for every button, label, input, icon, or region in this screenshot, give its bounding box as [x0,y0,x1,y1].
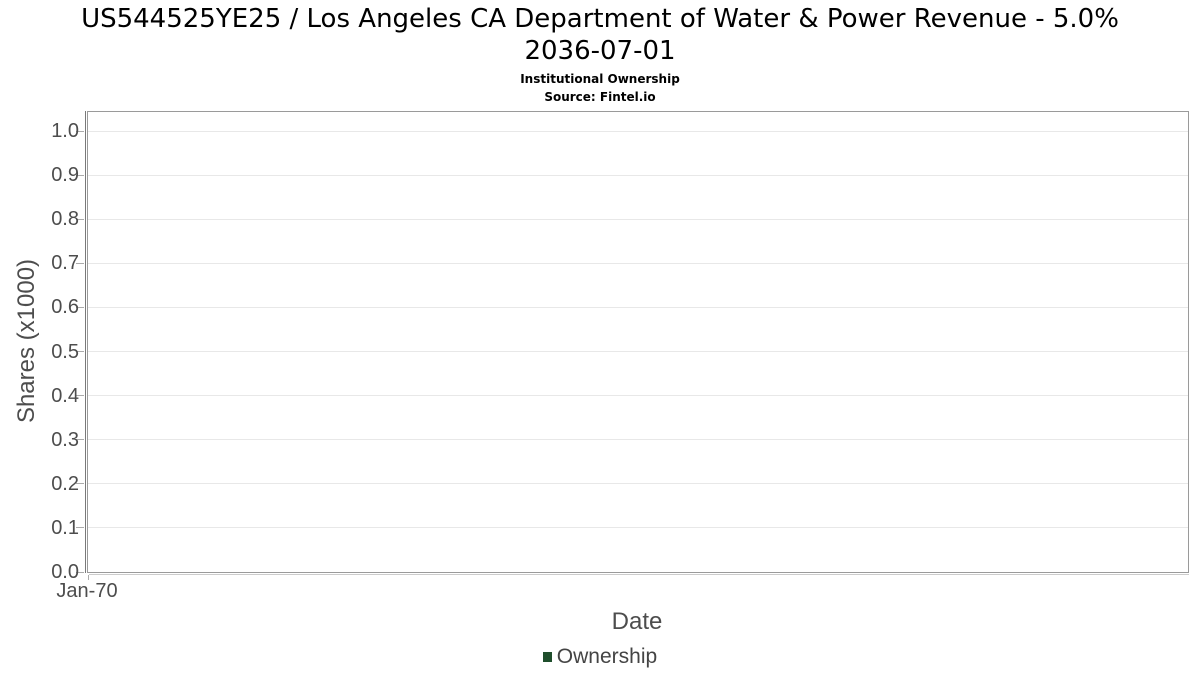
y-tick-0.2 [76,483,84,485]
y-tick-label-0.8: 0.8 [51,208,79,231]
chart-title-line-2: 2036-07-01 [524,36,676,66]
y-tick-0.9 [76,174,84,176]
gridline-y-0.6 [88,306,1188,308]
x-axis-title: Date [611,608,663,635]
y-tick-0.3 [76,439,84,441]
gridline-y-0.4 [88,395,1188,397]
y-tick-label-0.0: 0.0 [51,561,79,583]
chart-source: Source: Fintel.io [544,90,656,104]
y-tick-label-0.9: 0.9 [51,164,79,187]
legend-entry-ownership: Ownership [542,644,658,670]
x-axis-shadow-line [89,574,1189,575]
legend-swatch-icon [542,652,552,662]
y-tick-label-0.3: 0.3 [51,428,79,451]
x-tick-Jan-70 [88,575,89,580]
gridline-y-0.3 [88,439,1188,441]
gridline-y-0.9 [88,174,1188,176]
y-tick-0.6 [76,306,84,308]
y-tick-0.7 [76,262,84,264]
y-tick-0.8 [76,218,84,220]
y-axis-title: Shares (x1000) [13,258,40,424]
y-tick-0.1 [76,527,84,529]
chart-title-line-1: US544525YE25 / Los Angeles CA Department… [81,4,1119,34]
chart-subtitle: Institutional Ownership [520,72,680,86]
gridline-y-0.8 [88,218,1188,220]
y-tick-label-0.2: 0.2 [51,472,79,495]
chart-legend: Ownership [0,644,1200,670]
x-tick-label-Jan-70: Jan-70 [56,580,118,602]
chart-header: US544525YE25 / Los Angeles CA Department… [0,0,1200,104]
legend-label: Ownership [556,645,658,668]
y-tick-label-1.0: 1.0 [51,120,79,142]
y-tick-label-0.4: 0.4 [51,384,79,407]
plot-area [76,111,1189,580]
y-tick-label-0.6: 0.6 [51,296,79,319]
y-tick-0.5 [76,351,84,352]
y-tick-label-0.1: 0.1 [51,516,79,539]
gridline-y-0.5 [88,351,1188,352]
gridline-y-0.2 [88,483,1188,485]
y-tick-0.4 [76,395,84,397]
gridline-y-0.1 [88,527,1188,529]
gridline-y-0.7 [88,262,1188,264]
y-tick-1.0 [76,130,84,132]
gridline-y-1.0 [88,130,1188,132]
y-tick-label-0.7: 0.7 [51,252,79,275]
y-tick-0.0 [76,571,84,573]
y-axis-line [85,111,86,573]
y-tick-label-0.5: 0.5 [51,340,79,363]
